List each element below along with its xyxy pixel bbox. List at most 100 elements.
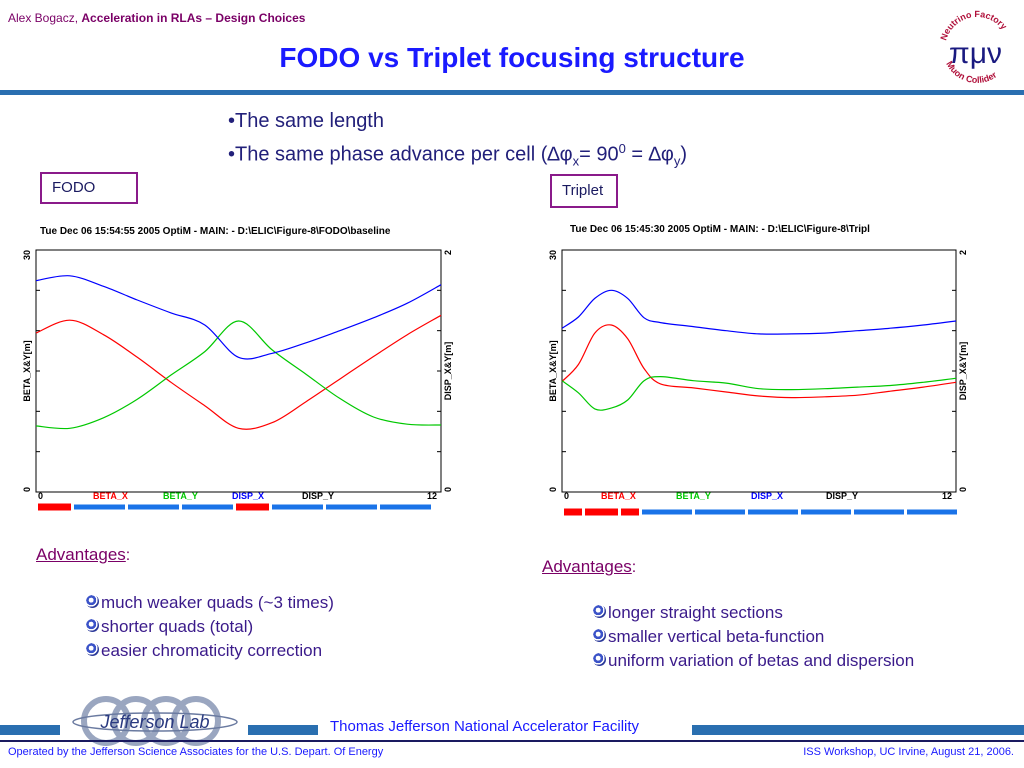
triplet-advantages-heading: Advantages: bbox=[542, 557, 636, 577]
footer-bar-right bbox=[692, 725, 1024, 735]
y2-axis-label: DISP_X&Y[m] bbox=[443, 342, 453, 401]
legend-disp_y: DISP_Y bbox=[302, 491, 334, 501]
swirl-bullet-icon bbox=[86, 619, 99, 632]
lattice-dipole bbox=[621, 508, 639, 516]
jefferson-lab-logo: Jefferson Lab bbox=[72, 696, 238, 746]
y-tick-label: 0 bbox=[548, 487, 558, 492]
plot-frame bbox=[561, 249, 957, 493]
footer-event: ISS Workshop, UC Irvine, August 21, 2006… bbox=[803, 746, 1014, 758]
author-name: Alex Bogacz, bbox=[8, 11, 79, 25]
y2-tick-label: 2 bbox=[443, 250, 453, 255]
fodo-advantages-colon: : bbox=[125, 547, 131, 564]
bullet-same-length: •The same length bbox=[228, 110, 384, 132]
swirl-bullet-icon bbox=[593, 605, 606, 618]
lattice-dipole bbox=[564, 508, 582, 516]
lattice-quad bbox=[272, 504, 323, 510]
x-tick-label: 12 bbox=[427, 491, 437, 501]
lattice-dipole bbox=[236, 503, 269, 511]
y2-tick-label: 0 bbox=[443, 487, 453, 492]
list-item: smaller vertical beta-function bbox=[593, 625, 914, 649]
swirl-bullet-icon bbox=[86, 643, 99, 656]
x-tick-label: 0 bbox=[38, 491, 43, 501]
logo-symbols: πμν bbox=[949, 37, 1002, 70]
bullet-2-close: ) bbox=[680, 143, 688, 166]
swirl-bullet-icon bbox=[593, 653, 606, 666]
triplet-adv-2: smaller vertical beta-function bbox=[608, 627, 825, 646]
y-axis-label: BETA_X&Y[m] bbox=[548, 340, 558, 401]
jlab-ring bbox=[141, 696, 191, 746]
triplet-plot-header: Tue Dec 06 15:45:30 2005 OptiM - MAIN: -… bbox=[570, 224, 870, 235]
jlab-swoosh bbox=[72, 712, 238, 732]
legend-disp_y: DISP_Y bbox=[826, 491, 858, 501]
legend-disp_x: DISP_X bbox=[751, 491, 783, 501]
series-line-beta_x bbox=[35, 314, 442, 430]
lattice-quad bbox=[801, 509, 851, 515]
bullet-2-prefix: The same phase advance per cell ( bbox=[235, 143, 548, 166]
triplet-advantages-colon: : bbox=[631, 559, 637, 576]
triplet-advantages-list: longer straight sections smaller vertica… bbox=[593, 601, 914, 673]
lattice-quad bbox=[326, 504, 377, 510]
bullet-2-eq2: = bbox=[625, 143, 649, 166]
lattice-quad bbox=[748, 509, 798, 515]
fodo-adv-1: much weaker quads (~3 times) bbox=[101, 593, 334, 612]
title-rule bbox=[0, 90, 1024, 95]
delta-phi-x: ∆φ bbox=[547, 143, 573, 166]
bullet-1-text: The same length bbox=[235, 110, 384, 132]
series-line-beta_y bbox=[561, 375, 957, 411]
fodo-advantages-heading: Advantages: bbox=[36, 545, 130, 565]
legend-disp_x: DISP_X bbox=[232, 491, 264, 501]
fodo-advantages-label: Advantages bbox=[36, 545, 126, 564]
jlab-ring bbox=[111, 696, 161, 746]
footer-rule bbox=[0, 740, 1024, 742]
jlab-text: Jefferson Lab bbox=[99, 712, 209, 732]
triplet-chart: 0 30 0 2 BETA_X&Y[m] DISP_X&Y[m] 0 12 BETA_X BETA… bbox=[548, 249, 968, 516]
series-line-disp_x bbox=[35, 275, 442, 360]
legend-beta_x: BETA_X bbox=[601, 491, 636, 501]
y-tick-label: 30 bbox=[548, 250, 558, 260]
list-item: shorter quads (total) bbox=[86, 615, 334, 639]
author-header: Alex Bogacz, Acceleration in RLAs – Desi… bbox=[8, 11, 305, 25]
triplet-adv-1: longer straight sections bbox=[608, 603, 783, 622]
topic: Acceleration in RLAs – Design Choices bbox=[81, 11, 306, 25]
y2-tick-label: 2 bbox=[958, 250, 968, 255]
list-item: longer straight sections bbox=[593, 601, 914, 625]
lattice-dipole bbox=[585, 508, 618, 516]
slide-title: FODO vs Triplet focusing structure bbox=[279, 42, 745, 73]
fodo-chart: 0 30 0 2 BETA_X&Y[m] DISP_X&Y[m] 0 12 BETA_X BETA… bbox=[22, 249, 453, 511]
fodo-advantages-list: much weaker quads (~3 times) shorter qua… bbox=[86, 591, 334, 663]
sub-y: y bbox=[673, 153, 681, 169]
triplet-advantages-label: Advantages bbox=[542, 557, 632, 576]
jlab-ring bbox=[81, 696, 131, 746]
y-tick-label: 0 bbox=[22, 487, 32, 492]
series-line-disp_x bbox=[561, 289, 957, 335]
lattice-quad bbox=[74, 504, 125, 510]
lattice-quad bbox=[182, 504, 233, 510]
fodo-adv-3: easier chromaticity correction bbox=[101, 641, 323, 660]
lattice-quad bbox=[695, 509, 745, 515]
legend-beta_x: BETA_X bbox=[93, 491, 128, 501]
plot-frame bbox=[35, 249, 442, 493]
lattice-quad bbox=[642, 509, 692, 515]
facility-name: Thomas Jefferson National Accelerator Fa… bbox=[330, 718, 640, 735]
triplet-label-box: Triplet bbox=[550, 174, 618, 208]
bullet-2-eq: = 90 bbox=[579, 143, 619, 166]
footer-bar-middle bbox=[248, 725, 318, 735]
series-line-beta_y bbox=[35, 320, 442, 430]
legend-beta_y: BETA_Y bbox=[163, 491, 198, 501]
bullet-phase-advance: •The same phase advance per cell (∆φx= 9… bbox=[228, 141, 688, 169]
jlab-ring bbox=[171, 696, 221, 746]
list-item: uniform variation of betas and dispersio… bbox=[593, 649, 914, 673]
legend-beta_y: BETA_Y bbox=[676, 491, 711, 501]
y-tick-label: 30 bbox=[22, 250, 32, 260]
y2-axis-label: DISP_X&Y[m] bbox=[958, 342, 968, 401]
footer-bar-left bbox=[0, 725, 60, 735]
lattice-quad bbox=[854, 509, 904, 515]
lattice-dipole bbox=[38, 503, 71, 511]
neutrino-factory-logo: Neutrino Factory Muon Collider πμν bbox=[938, 9, 1009, 85]
lattice-quad bbox=[128, 504, 179, 510]
delta-phi-y: ∆φ bbox=[648, 143, 674, 166]
fodo-plot-header: Tue Dec 06 15:54:55 2005 OptiM - MAIN: -… bbox=[40, 226, 391, 237]
sup-0: 0 bbox=[618, 141, 626, 156]
y-axis-label: BETA_X&Y[m] bbox=[22, 340, 32, 401]
y2-tick-label: 0 bbox=[958, 487, 968, 492]
